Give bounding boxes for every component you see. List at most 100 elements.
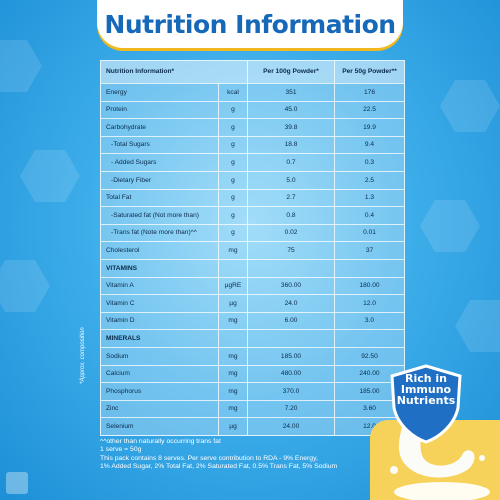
value-per-50g: 180.00	[359, 282, 380, 290]
table-row: Vitamin C µg 24.0 12.0	[101, 294, 404, 313]
nutrient-unit: mg	[228, 370, 238, 378]
table-row: -Total Sugars g 18.8 9.4	[101, 135, 404, 155]
value-per-50g: 3.60	[363, 405, 376, 413]
header-nutrient: Nutrition Information*	[106, 67, 175, 75]
table-row: -Saturated fat (Not more than) g 0.8 0.4	[101, 206, 404, 225]
table-column-divider	[218, 83, 219, 435]
value-per-50g: 0.3	[364, 158, 375, 166]
table-row: Vitamin A µgRE 360.00 180.00	[101, 276, 404, 296]
value-per-50g: 9.4	[364, 141, 375, 149]
nutrient-unit: mg	[228, 246, 238, 254]
nutrient-unit: µg	[229, 422, 237, 430]
nutrient-unit	[219, 260, 247, 278]
shield-icon	[390, 364, 462, 444]
nutrient-name: -Saturated fat (Not more than)	[111, 211, 199, 219]
nutrient-unit: g	[231, 106, 235, 114]
value-per-100g: 45.0	[284, 106, 298, 114]
table-row: Selenium µg 24.00 12.0	[101, 417, 404, 436]
nutrient-name: Carbohydrate	[106, 123, 146, 131]
nutrient-name: Sodium	[106, 352, 129, 360]
value-per-100g: 0.02	[284, 229, 298, 237]
hexagon-decoration	[420, 200, 480, 252]
table-row: Carbohydrate g 39.8 19.9	[101, 118, 404, 137]
table-row: Sodium mg 185.00 92.50	[101, 347, 404, 366]
value-per-100g: 480.00	[280, 370, 302, 378]
nutrition-table: Nutrition Information* Per 100g Powder* Pe…	[100, 60, 405, 436]
value-per-100g: 0.8	[286, 211, 296, 219]
nutrient-unit: g	[231, 141, 235, 149]
value-per-100g: 18.8	[284, 141, 298, 149]
header-per-100g: Per 100g Powder*	[263, 67, 319, 75]
nutrient-name: Cholesterol	[106, 246, 140, 254]
value-per-100g: 185.00	[280, 352, 302, 360]
nutrient-unit: mg	[228, 405, 238, 413]
value-per-100g	[248, 330, 334, 348]
nutrient-unit: µg	[229, 299, 237, 307]
table-column-divider	[247, 61, 248, 435]
table-column-divider	[334, 61, 335, 435]
nutrient-name: Zinc	[106, 405, 119, 413]
side-note: *Approx. composition	[80, 327, 86, 384]
value-per-100g: 370.0	[282, 387, 300, 395]
value-per-50g: 240.00	[359, 370, 380, 378]
nutrient-name: Vitamin C	[106, 299, 135, 307]
header-per-50g: Per 50g Powder**	[342, 67, 397, 75]
table-header-row: Nutrition Information* Per 100g Powder* Pe…	[101, 61, 404, 83]
nutrient-name: - Added Sugars	[111, 158, 157, 166]
nutrient-name: MINERALS	[106, 334, 141, 342]
nutrient-unit: µgRE	[224, 282, 242, 290]
footnote-line: 1% Added Sugar, 2% Total Fat, 2% Saturat…	[100, 463, 338, 471]
value-per-50g: 19.9	[363, 123, 376, 131]
nutrient-name: VITAMINS	[106, 264, 138, 272]
value-per-50g: 12.0	[363, 422, 376, 430]
nutrient-name: Protein	[106, 106, 127, 114]
table-row: Protein g 45.0 22.5	[101, 100, 404, 120]
nutrient-unit: mg	[228, 317, 238, 325]
nutrient-name: -Dietary Fiber	[111, 176, 151, 184]
table-row: Calcium mg 480.00 240.00	[101, 364, 404, 384]
nutrient-name: Energy	[106, 88, 127, 96]
nutrient-name: Selenium	[106, 422, 134, 430]
value-per-50g: 22.5	[363, 106, 376, 114]
nutrient-unit: mg	[228, 387, 238, 395]
value-per-50g: 176	[363, 88, 375, 96]
nutrient-unit: g	[231, 229, 235, 237]
nutrient-name: Calcium	[106, 370, 130, 378]
value-per-100g: 24.00	[282, 422, 300, 430]
nutrient-name: -Total Sugars	[111, 141, 150, 149]
value-per-100g: 351	[285, 88, 297, 96]
value-per-100g: 360.00	[280, 282, 302, 290]
nutrient-unit	[219, 330, 247, 348]
value-per-100g: 7.20	[284, 405, 298, 413]
hexagon-decoration	[20, 150, 80, 202]
footnote-line: This pack contains 8 serves. Per serve c…	[100, 454, 318, 462]
value-per-100g: 2.7	[286, 194, 296, 202]
immuno-nutrients-badge: Rich in Immuno Nutrients	[396, 372, 456, 407]
table-row: - Added Sugars g 0.7 0.3	[101, 153, 404, 172]
nutrient-unit: mg	[228, 352, 238, 360]
value-per-50g: 185.00	[359, 387, 380, 395]
table-row: Vitamin D mg 6.00 3.0	[101, 311, 404, 331]
value-per-50g: 12.0	[363, 299, 376, 307]
table-row: Zinc mg 7.20 3.60	[101, 399, 404, 419]
table-row: Phosphorus mg 370.0 185.00	[101, 382, 404, 401]
table-row: VITAMINS	[101, 259, 404, 278]
value-per-50g	[335, 260, 404, 278]
table-row: Energy kcal 351 176	[101, 83, 404, 102]
value-per-50g: 3.0	[364, 317, 375, 325]
footnotes: ^^other than naturally occurring trans f…	[100, 438, 400, 472]
table-row: MINERALS	[101, 329, 404, 348]
nutrient-name: Vitamin A	[106, 282, 134, 290]
table-row: Cholesterol mg 75 37	[101, 241, 404, 260]
value-per-50g: 0.4	[364, 211, 375, 219]
value-per-100g	[248, 260, 334, 278]
value-per-50g: 92.50	[361, 352, 378, 360]
nutrient-unit: g	[231, 194, 235, 202]
nutrient-unit: g	[231, 176, 235, 184]
title-banner: Nutrition Information	[97, 0, 403, 48]
table-row: -Dietary Fiber g 5.0 2.5	[101, 171, 404, 190]
page-title: Nutrition Information	[104, 9, 396, 39]
value-per-50g	[335, 330, 404, 348]
value-per-100g: 39.8	[284, 123, 298, 131]
nutrient-name: -Trans fat (Note more than)^^	[111, 229, 197, 237]
